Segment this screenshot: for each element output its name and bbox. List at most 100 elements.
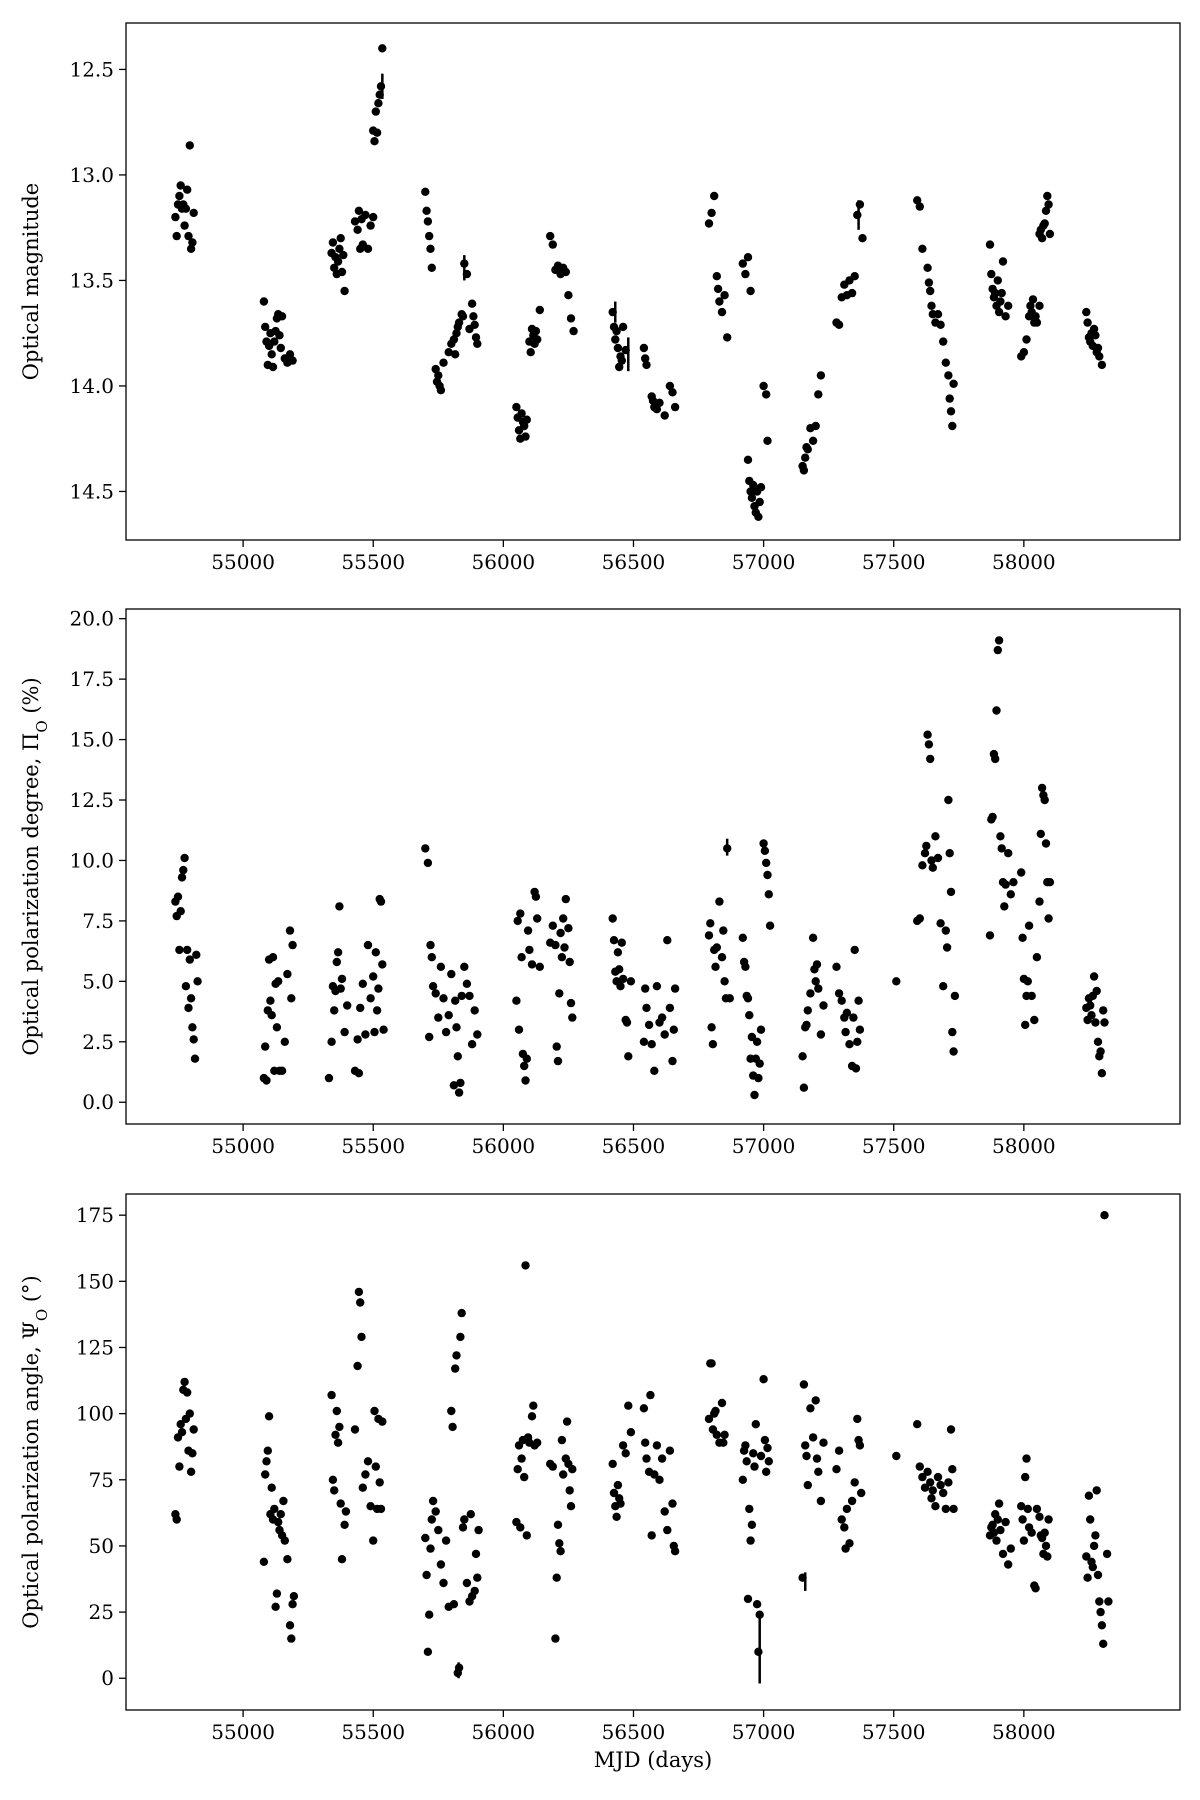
pol-angle-data-point — [650, 1470, 659, 1479]
magnitude-data-point — [184, 231, 193, 241]
pol-angle-data-point — [270, 1504, 279, 1514]
pol-degree-data-point — [527, 960, 537, 969]
pol-angle-data-point — [378, 1417, 387, 1426]
magnitude-data-point — [746, 286, 755, 296]
magnitude-data-point — [713, 284, 723, 294]
pol-angle-data-point — [426, 1544, 435, 1553]
pol-degree-data-point — [363, 940, 373, 950]
magnitude-x-tick-label: 56500 — [602, 550, 666, 574]
pol-degree-data-point — [337, 974, 347, 984]
pol-angle-data-point — [624, 1401, 633, 1410]
magnitude-data-point — [436, 386, 446, 395]
pol-angle-data-point — [1020, 1472, 1030, 1482]
pol-angle-data-point — [668, 1499, 677, 1508]
pol-degree-data-point — [752, 1037, 762, 1047]
pol-angle-data-point — [473, 1573, 482, 1582]
magnitude-data-point — [548, 240, 557, 249]
pol-angle-y-tick-label: 50 — [89, 1534, 114, 1558]
pol-angle-data-point — [183, 1388, 192, 1397]
magnitude-data-point — [470, 320, 479, 329]
magnitude-data-point — [811, 421, 820, 431]
magnitude-data-point — [834, 320, 844, 329]
magnitude-y-tick-label: 14.0 — [69, 374, 114, 398]
magnitude-x-tick-label: 55500 — [341, 550, 405, 574]
pol-degree-data-point — [462, 979, 472, 988]
pol-degree-data-point — [850, 945, 859, 955]
pol-degree-data-point — [613, 948, 623, 957]
magnitude-data-point — [946, 407, 956, 416]
magnitude-data-point — [176, 181, 185, 190]
pol-angle-data-point — [939, 1488, 948, 1498]
pol-angle-data-point — [719, 1438, 728, 1447]
magnitude-data-point — [336, 234, 345, 243]
magnitude-data-point — [991, 288, 1000, 298]
pol-degree-data-point — [997, 844, 1006, 853]
magnitude-data-point — [434, 371, 443, 380]
magnitude-data-point — [353, 225, 362, 234]
magnitude-data-point — [997, 288, 1006, 298]
pol-angle-data-point — [802, 1451, 811, 1461]
pol-degree-data-point — [707, 1023, 716, 1032]
pol-degree-data-point — [1086, 1001, 1095, 1010]
pol-angle-data-point — [331, 1430, 340, 1440]
pol-angle-data-point — [262, 1457, 271, 1466]
pol-angle-data-point — [989, 1528, 999, 1537]
pol-degree-data-point — [834, 989, 844, 998]
magnitude-data-point — [171, 212, 180, 222]
magnitude-data-point — [717, 307, 727, 317]
pol-degree-data-point — [533, 914, 542, 923]
pol-angle-data-point — [454, 1663, 464, 1672]
pol-degree-data-point — [444, 1011, 453, 1020]
magnitude-data-point — [370, 137, 379, 146]
pol-degree-data-point — [343, 1001, 352, 1010]
pol-degree-data-point — [652, 982, 662, 991]
pol-angle-data-point — [764, 1457, 773, 1466]
pol-degree-data-point — [936, 919, 945, 928]
pol-degree-data-point — [715, 897, 724, 906]
pol-degree-data-point — [851, 1064, 861, 1073]
magnitude-x-tick-label: 58000 — [992, 550, 1056, 574]
pol-angle-data-point — [263, 1446, 272, 1455]
pol-degree-data-point — [1037, 783, 1047, 793]
pol-angle-data-point — [471, 1549, 481, 1559]
pol-degree-data-point — [988, 812, 997, 822]
magnitude-data-point — [175, 191, 184, 201]
pol-angle-data-point — [641, 1438, 650, 1447]
magnitude-data-point — [458, 312, 468, 321]
pol-degree-data-point — [180, 853, 189, 863]
pol-angle-data-point — [369, 1536, 378, 1545]
pol-degree-data-point — [949, 1047, 958, 1056]
pol-angle-data-point — [458, 1523, 468, 1532]
pol-degree-data-point — [512, 996, 521, 1005]
pol-degree-data-point — [1006, 890, 1015, 899]
pol-degree-data-point — [1040, 795, 1049, 805]
pol-degree-data-point — [513, 916, 522, 926]
pol-degree-data-point — [460, 962, 469, 971]
pol-angle-data-point — [832, 1465, 841, 1474]
magnitude-data-point — [517, 409, 526, 418]
pol-angle-data-point — [188, 1449, 197, 1458]
magnitude-data-point — [707, 208, 716, 218]
pol-angle-data-point — [613, 1480, 623, 1490]
magnitude-data-point — [372, 128, 382, 137]
pol-degree-data-point — [559, 914, 568, 923]
pol-degree-data-point — [431, 989, 440, 998]
pol-degree-data-point — [616, 982, 625, 991]
pol-angle-data-point — [814, 1467, 823, 1477]
pol-degree-data-point — [738, 933, 747, 942]
pol-degree-data-point — [566, 998, 576, 1008]
magnitude-data-point — [350, 217, 360, 226]
pol-angle-data-point — [913, 1420, 922, 1429]
pol-angle-data-point — [376, 1504, 386, 1514]
pol-degree-data-point — [521, 1076, 530, 1085]
magnitude-data-point — [1093, 343, 1103, 353]
pol-degree-data-point — [473, 1030, 482, 1039]
pol-angle-data-point — [341, 1507, 351, 1516]
magnitude-data-point — [615, 362, 624, 372]
pol-degree-data-point — [1087, 1011, 1096, 1020]
magnitude-data-point — [754, 512, 763, 521]
magnitude-data-point — [1001, 312, 1010, 321]
pol-degree-data-point — [1030, 1015, 1039, 1025]
pol-degree-data-point — [374, 984, 383, 993]
pol-angle-data-point — [470, 1586, 479, 1596]
